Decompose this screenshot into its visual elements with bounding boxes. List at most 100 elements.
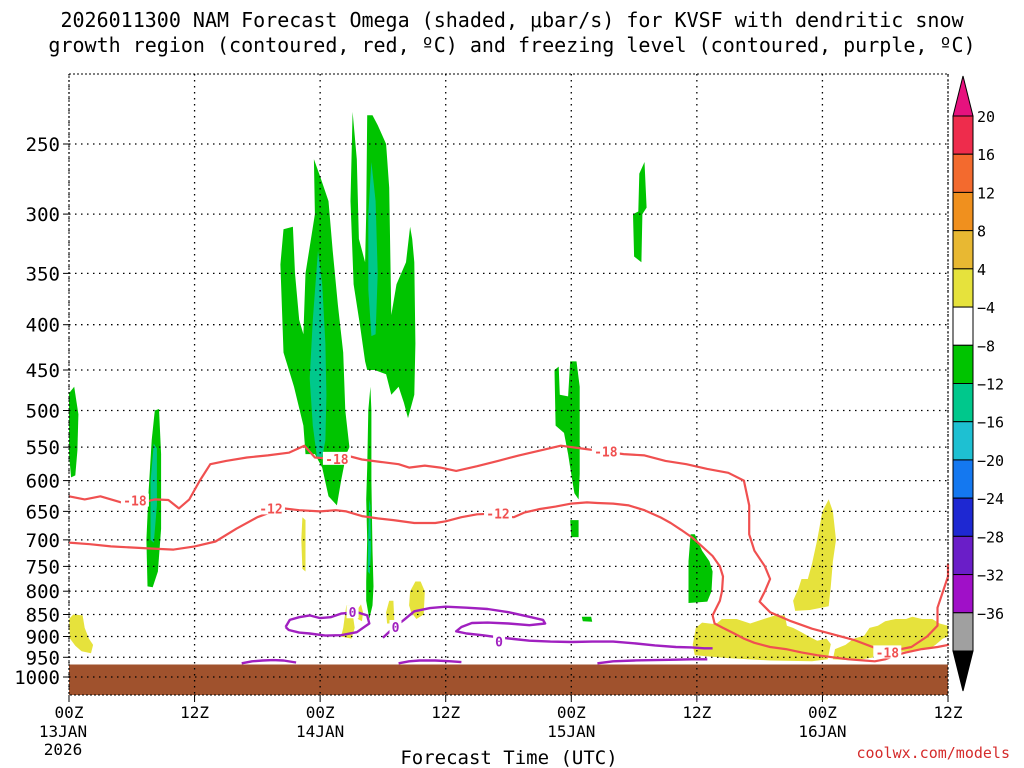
temperature-contour--18-0	[68, 444, 950, 653]
freezing-contour-1	[382, 605, 713, 650]
colorbar-label-5: −4	[977, 299, 995, 317]
y-tick-label-1000: 1000	[14, 667, 60, 689]
x-tick-label-6: 00Z	[808, 703, 837, 722]
colorbar-swatch-8	[952, 421, 974, 461]
y-tick-label-750: 750	[26, 556, 60, 578]
colorbar-label-9: −20	[977, 452, 1004, 470]
omega-region-6	[368, 162, 378, 337]
colorbar-label-11: −28	[977, 528, 1004, 546]
contour-label-5: -12	[486, 508, 509, 523]
colorbar-label-0: 20	[977, 108, 995, 126]
x-tick-label-3: 12Z	[431, 703, 460, 722]
ground-layer	[69, 664, 948, 695]
contour-label-4: -12	[259, 502, 282, 517]
y-tick-label-350: 350	[26, 263, 60, 285]
colorbar-swatch-4	[952, 268, 974, 308]
colorbar-label-4: 4	[977, 261, 986, 279]
x-tick-date-4: 15JAN	[547, 722, 595, 741]
colorbar-swatch-7	[952, 383, 974, 423]
y-tick-label-250: 250	[26, 134, 60, 156]
contour-label-bg-5	[484, 506, 513, 520]
freezing-contour-2	[241, 658, 297, 665]
colorbar-swatch-1	[952, 153, 974, 193]
colorbar-swatch-6	[952, 344, 974, 384]
omega-region-11	[581, 616, 593, 622]
colorbar-label-12: −32	[977, 567, 1004, 585]
colorbar-label-6: −8	[977, 337, 995, 355]
grid-layer	[68, 74, 949, 695]
omega-region-20	[692, 615, 831, 662]
y-tick-label-300: 300	[26, 204, 60, 226]
y-tick-label-400: 400	[26, 315, 60, 337]
x-tick-label-7: 12Z	[934, 703, 963, 722]
x-tick-date-6: 16JAN	[798, 722, 846, 741]
colorbar-label-8: −16	[977, 414, 1004, 432]
axes-layer: 2503003504004505005506006507007508008509…	[14, 73, 963, 759]
omega-region-5	[350, 111, 416, 419]
ground-fill	[69, 664, 948, 695]
colorbar-swatch-3	[952, 230, 974, 270]
omega-region-4	[309, 250, 327, 458]
omega-region-9	[554, 361, 580, 500]
x-tick-date-0: 13JAN	[39, 722, 87, 741]
omega-region-2	[150, 443, 157, 543]
colorbar-swatch-9	[952, 459, 974, 499]
contour-label-bg-0	[120, 493, 149, 507]
contour-label-7: 0	[392, 621, 400, 636]
contour-label-bg-2	[591, 444, 620, 458]
colorbar: 20 16 12 8 4 −4 −8 −12 −16 −20 −24 −28 −32 −36	[952, 75, 1004, 692]
y-tick-label-600: 600	[26, 471, 60, 493]
contour-label-bg-3	[873, 645, 902, 659]
x-axis-label: Forecast Time (UTC)	[400, 747, 617, 768]
colorbar-swatch-13	[952, 612, 974, 652]
contour-label-6: 0	[349, 606, 357, 621]
y-tick-label-550: 550	[26, 437, 60, 459]
colorbar-label-13: −36	[977, 605, 1004, 623]
y-tick-label-700: 700	[26, 530, 60, 552]
omega-region-15	[301, 517, 306, 572]
x-tick-year-0: 2026	[44, 740, 83, 759]
colorbar-label-1: 16	[977, 146, 995, 164]
colorbar-swatch-12	[952, 574, 974, 614]
y-tick-label-650: 650	[26, 501, 60, 523]
omega-shading-layer	[69, 111, 948, 662]
omega-region-10	[570, 520, 579, 538]
freezing-contour-0	[284, 611, 371, 637]
chart-title-line-1: 2026011300 NAM Forecast Omega (shaded, μ…	[60, 8, 964, 32]
omega-region-21	[793, 499, 836, 611]
x-tick-label-1: 12Z	[180, 703, 209, 722]
colorbar-swatch-2	[952, 191, 974, 232]
omega-region-12	[633, 162, 647, 263]
y-tick-label-500: 500	[26, 401, 60, 423]
contour-label-layer: -18 -18 -18 -18 -12 -12 0 0 0	[120, 444, 902, 661]
contour-label-2: -18	[594, 445, 618, 460]
x-tick-label-2: 00Z	[306, 703, 335, 722]
y-tick-label-850: 850	[26, 605, 60, 627]
omega-region-14	[69, 614, 94, 654]
x-tick-label-5: 12Z	[682, 703, 711, 722]
freezing-contour-3	[398, 659, 462, 665]
colorbar-bottom-arrow	[952, 650, 974, 692]
y-tick-label-900: 900	[26, 626, 60, 648]
colorbar-label-3: 8	[977, 223, 986, 241]
contour-label-bg-1	[322, 451, 351, 465]
contour-label-bg-8	[493, 634, 506, 648]
plot-frame	[68, 73, 949, 696]
x-tick-date-2: 14JAN	[296, 722, 344, 741]
colorbar-top-arrow	[952, 75, 974, 117]
colorbar-label-7: −12	[977, 376, 1004, 394]
colorbar-label-10: −24	[977, 490, 1004, 508]
colorbar-swatch-11	[952, 535, 974, 576]
freezing-contour-4	[597, 658, 708, 665]
colorbar-label-2: 12	[977, 184, 995, 202]
credit-text: coolwx.com/models	[856, 744, 1010, 762]
colorbar-swatch-10	[952, 497, 974, 537]
colorbar-swatch-0	[952, 115, 974, 155]
contour-label-3: -18	[876, 646, 900, 661]
contour-label-1: -18	[325, 453, 349, 468]
x-tick-label-4: 00Z	[557, 703, 586, 722]
y-tick-label-450: 450	[26, 360, 60, 382]
contour-label-bg-6	[346, 605, 359, 619]
contour-label-0: -18	[123, 495, 147, 510]
